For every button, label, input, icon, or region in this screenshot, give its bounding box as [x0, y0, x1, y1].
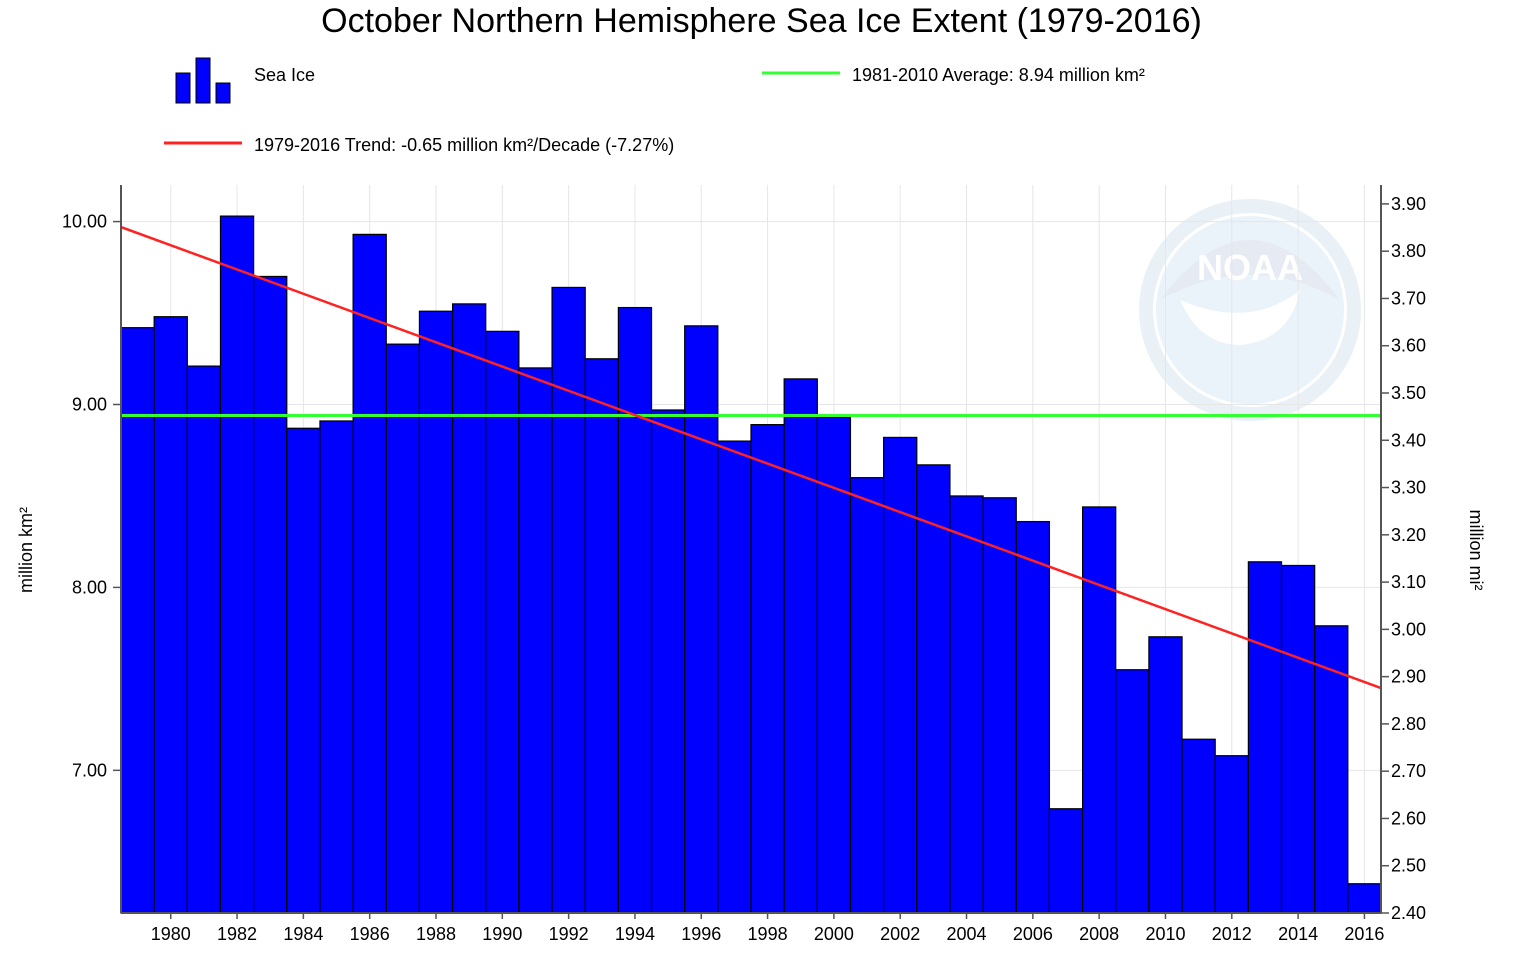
- bar: [385, 343, 421, 914]
- bar: [949, 495, 984, 914]
- legend-label-average: 1981-2010 Average: 8.94 million km²: [852, 65, 1145, 85]
- legend-sea-ice-icon: [175, 57, 231, 104]
- bar: [1347, 883, 1382, 914]
- y-tick-label-right: 3.90: [1391, 194, 1426, 214]
- bar: [617, 306, 653, 914]
- bar: [1181, 738, 1216, 914]
- bar: [319, 420, 354, 914]
- bar: [1247, 561, 1283, 914]
- bar: [518, 367, 553, 914]
- legend: [164, 57, 840, 145]
- y-tick-label-right: 3.30: [1391, 478, 1426, 498]
- x-tick-label: 1986: [350, 924, 390, 944]
- bar: [286, 427, 321, 914]
- y-axis-label-left: million km²: [16, 507, 36, 593]
- bar: [1081, 506, 1117, 914]
- y-tick-label-right: 3.60: [1391, 336, 1426, 356]
- trend-line: [120, 225, 1382, 690]
- y-tick-label-right: 3.70: [1391, 288, 1426, 308]
- y-tick-label-right: 3.10: [1391, 572, 1426, 592]
- legend-label-trend: 1979-2016 Trend: -0.65 million km²/Decad…: [254, 135, 675, 155]
- x-tick-label: 1998: [748, 924, 788, 944]
- bar: [982, 497, 1017, 914]
- y-tick-label-right: 2.70: [1391, 761, 1426, 781]
- bar: [1015, 520, 1051, 914]
- x-tick-label: 1988: [416, 924, 456, 944]
- noaa-watermark-logo: NOAA: [1139, 199, 1361, 421]
- y-tick-label-left: 7.00: [72, 760, 107, 780]
- y-tick-label-right: 3.00: [1391, 619, 1426, 639]
- y-tick-label-right: 3.40: [1391, 430, 1426, 450]
- y-tick-label-right: 2.60: [1391, 808, 1426, 828]
- x-tick-label: 2008: [1079, 924, 1119, 944]
- bar: [584, 358, 619, 914]
- axes: 7.00 8.00 9.00 10.00 2.40 2.50 2.60 2.70 2.80 2.9…: [16, 185, 1486, 944]
- x-tick-label: 1992: [549, 924, 589, 944]
- bar: [916, 464, 951, 914]
- y-tick-label-left: 8.00: [72, 577, 107, 597]
- legend-label-sea-ice: Sea Ice: [254, 65, 316, 85]
- bar: [153, 316, 188, 914]
- y-tick-label-right: 2.50: [1391, 856, 1426, 876]
- bar: [1115, 669, 1150, 914]
- y-tick-label-right: 2.40: [1391, 903, 1426, 923]
- chart-title: October Northern Hemisphere Sea Ice Exte…: [321, 2, 1202, 40]
- y-tick-label-right: 3.20: [1391, 525, 1426, 545]
- bar: [1048, 808, 1084, 914]
- bar: [485, 330, 520, 914]
- bar: [352, 233, 387, 914]
- bar: [1280, 564, 1316, 914]
- y-axis-label-right: million mi²: [1466, 510, 1486, 591]
- y-tick-label-right: 3.50: [1391, 383, 1426, 403]
- svg-text:NOAA: NOAA: [1197, 247, 1303, 288]
- x-tick-label: 1996: [681, 924, 721, 944]
- bar: [816, 416, 852, 914]
- bar: [750, 424, 785, 914]
- x-tick-label: 2004: [947, 924, 987, 944]
- bar: [551, 286, 586, 914]
- bar: [717, 440, 752, 914]
- bar: [1214, 755, 1249, 914]
- bar: [451, 303, 487, 914]
- bar: [783, 378, 818, 914]
- x-tick-label: 2002: [880, 924, 920, 944]
- x-tick-label: 2010: [1145, 924, 1185, 944]
- y-tick-label-right: 2.80: [1391, 714, 1426, 734]
- y-tick-label-right: 3.80: [1391, 241, 1426, 261]
- x-tick-label: 2014: [1278, 924, 1318, 944]
- x-tick-label: 1984: [283, 924, 323, 944]
- x-tick-label: 1982: [217, 924, 257, 944]
- y-tick-label-right: 2.90: [1391, 667, 1426, 687]
- x-tick-label: 1990: [482, 924, 522, 944]
- bar: [253, 275, 288, 914]
- bar: [684, 325, 719, 914]
- bars: [120, 215, 1382, 914]
- x-tick-label: 2006: [1013, 924, 1053, 944]
- bar: [120, 327, 155, 914]
- bar: [219, 215, 255, 914]
- x-tick-label: 1980: [151, 924, 191, 944]
- y-tick-label-left: 10.00: [62, 212, 107, 232]
- bar: [849, 477, 885, 914]
- bar: [1148, 636, 1183, 914]
- x-tick-label: 2016: [1344, 924, 1384, 944]
- bar: [650, 409, 686, 914]
- bar: [418, 310, 454, 914]
- bar: [186, 365, 222, 914]
- x-tick-label: 2000: [814, 924, 854, 944]
- x-tick-label: 1994: [615, 924, 655, 944]
- x-tick-label: 2012: [1212, 924, 1252, 944]
- reference-lines: [120, 225, 1382, 690]
- y-tick-label-left: 9.00: [72, 394, 107, 414]
